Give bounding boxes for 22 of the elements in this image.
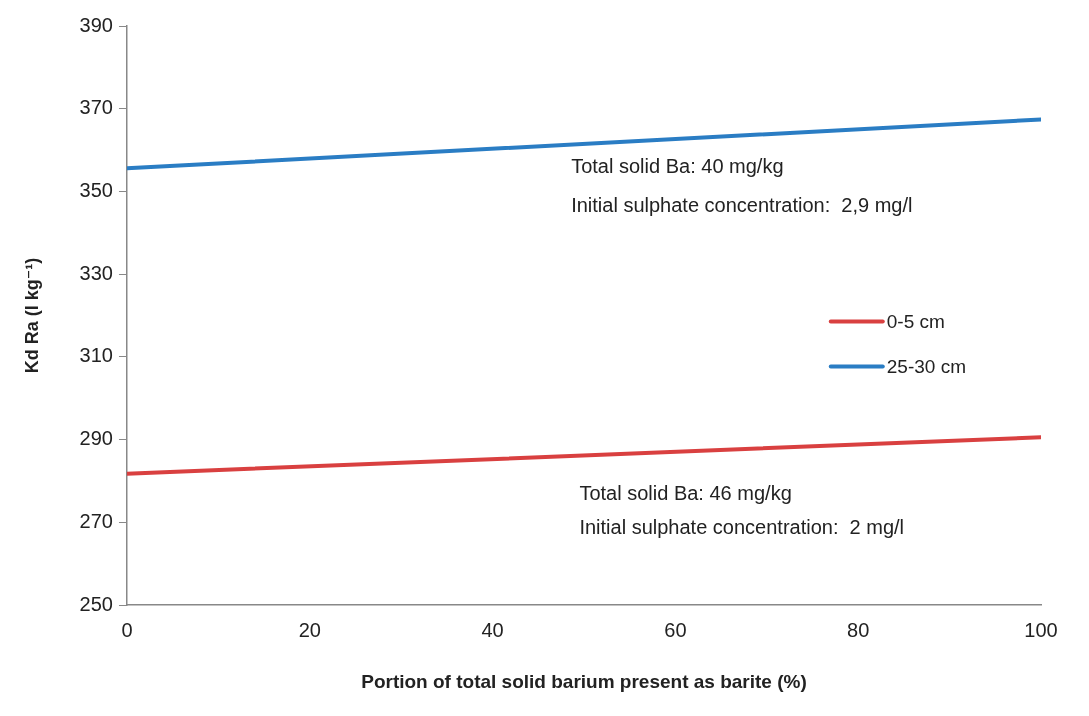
x-tick-label: 80 <box>847 618 870 641</box>
x-axis-title: Portion of total solid barium present as barite (%) <box>361 670 807 692</box>
y-tick-label: 290 <box>79 427 113 450</box>
x-tick-label: 40 <box>481 618 504 641</box>
y-tick-label: 330 <box>79 261 113 284</box>
x-tick-label: 20 <box>298 618 321 641</box>
annotation: Initial sulphate concentration: 2,9 mg/l <box>571 193 913 216</box>
y-tick-label: 370 <box>79 96 113 119</box>
y-tick-label: 310 <box>79 344 113 367</box>
x-tick-label: 0 <box>121 618 133 641</box>
annotation: Total solid Ba: 40 mg/kg <box>571 154 784 177</box>
y-tick-label: 250 <box>79 592 113 615</box>
legend-label: 0-5 cm <box>886 310 945 332</box>
y-tick-label: 350 <box>79 179 113 201</box>
annotation: Initial sulphate concentration: 2 mg/l <box>579 516 905 539</box>
y-axis-title: Kd Ra (l kg⁻¹) <box>21 257 42 374</box>
x-tick-label: 60 <box>664 618 687 641</box>
annotation: Total solid Ba: 46 mg/kg <box>579 482 792 505</box>
x-tick-label: 100 <box>1024 618 1058 641</box>
y-tick-label: 270 <box>79 509 113 532</box>
y-tick-label: 390 <box>79 13 113 36</box>
legend-label: 25-30 cm <box>886 355 966 377</box>
